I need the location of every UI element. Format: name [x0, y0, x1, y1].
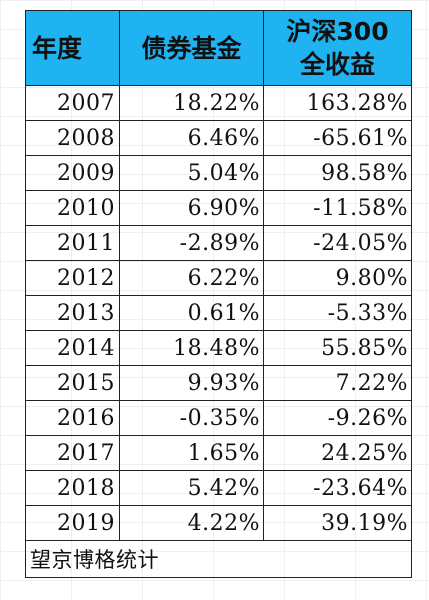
cell-year[interactable]: 2013 [25, 295, 120, 331]
table-row: 2011 -2.89% -24.05% [25, 225, 412, 261]
cell-csi300[interactable]: -23.64% [263, 470, 412, 506]
source-note[interactable]: 望京博格统计 [25, 540, 412, 578]
header-year[interactable]: 年度 [25, 10, 120, 86]
cell-bond-fund[interactable]: -0.35% [119, 400, 264, 436]
table-row: 2014 18.48% 55.85% [25, 330, 412, 366]
cell-year[interactable]: 2019 [25, 505, 120, 541]
cell-csi300[interactable]: -5.33% [263, 295, 412, 331]
header-csi300[interactable]: 沪深300 全收益 [263, 10, 412, 86]
cell-csi300[interactable]: 98.58% [263, 155, 412, 191]
header-row: 年度 债券基金 沪深300 全收益 [25, 10, 412, 86]
table-row: 2010 6.90% -11.58% [25, 190, 412, 226]
table-row: 2016 -0.35% -9.26% [25, 400, 412, 436]
cell-csi300[interactable]: 163.28% [263, 85, 412, 121]
returns-table: 年度 债券基金 沪深300 全收益 2007 18.22% 163.28% 2008 6… [25, 10, 412, 578]
cell-bond-fund[interactable]: 5.04% [119, 155, 264, 191]
cell-csi300[interactable]: -9.26% [263, 400, 412, 436]
cell-csi300[interactable]: 39.19% [263, 505, 412, 541]
cell-bond-fund[interactable]: 6.22% [119, 260, 264, 296]
cell-bond-fund[interactable]: 6.90% [119, 190, 264, 226]
cell-bond-fund[interactable]: 4.22% [119, 505, 264, 541]
cell-year[interactable]: 2018 [25, 470, 120, 506]
cell-year[interactable]: 2017 [25, 435, 120, 471]
cell-bond-fund[interactable]: 5.42% [119, 470, 264, 506]
cell-bond-fund[interactable]: 9.93% [119, 365, 264, 401]
cell-year[interactable]: 2014 [25, 330, 120, 366]
table-row: 2018 5.42% -23.64% [25, 470, 412, 506]
cell-bond-fund[interactable]: 1.65% [119, 435, 264, 471]
cell-year[interactable]: 2010 [25, 190, 120, 226]
cell-year[interactable]: 2007 [25, 85, 120, 121]
cell-csi300[interactable]: -11.58% [263, 190, 412, 226]
cell-year[interactable]: 2015 [25, 365, 120, 401]
cell-csi300[interactable]: 24.25% [263, 435, 412, 471]
table-row: 2013 0.61% -5.33% [25, 295, 412, 331]
table-row: 2012 6.22% 9.80% [25, 260, 412, 296]
table-row: 2008 6.46% -65.61% [25, 120, 412, 156]
cell-bond-fund[interactable]: 0.61% [119, 295, 264, 331]
cell-bond-fund[interactable]: 18.48% [119, 330, 264, 366]
cell-bond-fund[interactable]: -2.89% [119, 225, 264, 261]
cell-csi300[interactable]: 55.85% [263, 330, 412, 366]
cell-year[interactable]: 2011 [25, 225, 120, 261]
cell-csi300[interactable]: 9.80% [263, 260, 412, 296]
cell-csi300[interactable]: 7.22% [263, 365, 412, 401]
header-csi300-line2: 全收益 [299, 50, 375, 79]
cell-year[interactable]: 2012 [25, 260, 120, 296]
header-csi300-line1: 沪深300 [286, 17, 389, 46]
cell-bond-fund[interactable]: 6.46% [119, 120, 264, 156]
header-bond-fund[interactable]: 债券基金 [119, 10, 264, 86]
table-row: 2015 9.93% 7.22% [25, 365, 412, 401]
cell-csi300[interactable]: -24.05% [263, 225, 412, 261]
table-row: 2007 18.22% 163.28% [25, 85, 412, 121]
cell-year[interactable]: 2016 [25, 400, 120, 436]
cell-year[interactable]: 2008 [25, 120, 120, 156]
cell-csi300[interactable]: -65.61% [263, 120, 412, 156]
table-row: 2017 1.65% 24.25% [25, 435, 412, 471]
table-row: 2019 4.22% 39.19% [25, 505, 412, 541]
table-row: 2009 5.04% 98.58% [25, 155, 412, 191]
cell-bond-fund[interactable]: 18.22% [119, 85, 264, 121]
cell-year[interactable]: 2009 [25, 155, 120, 191]
source-row: 望京博格统计 [25, 540, 412, 578]
